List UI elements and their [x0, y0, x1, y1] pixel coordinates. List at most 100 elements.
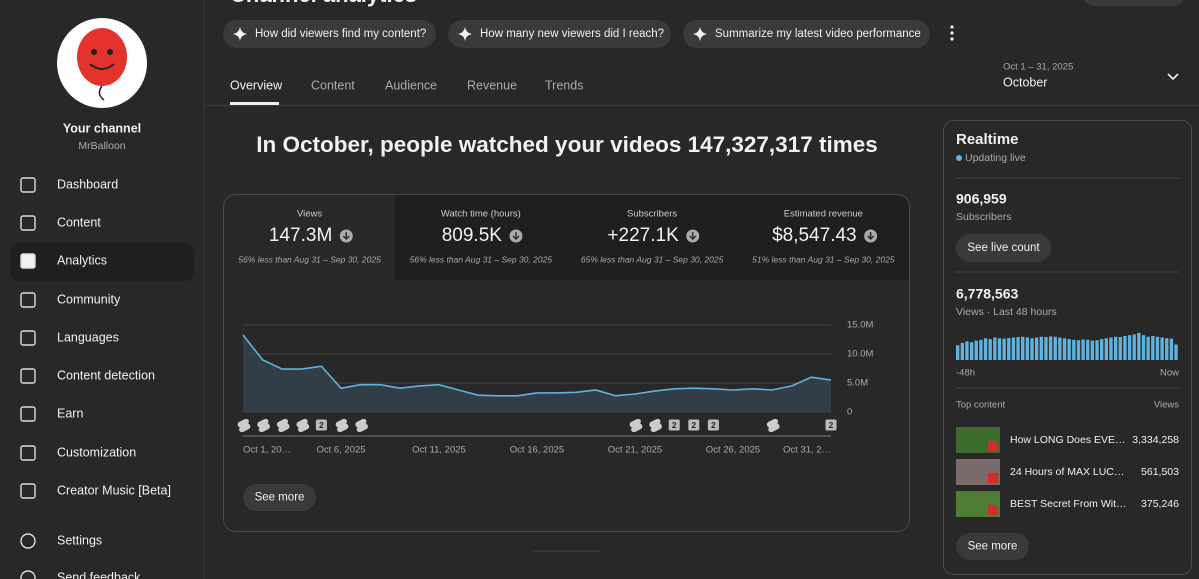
video-badge[interactable] — [825, 419, 837, 431]
bar — [1067, 339, 1071, 360]
realtime-title: Realtime — [956, 131, 1019, 148]
shorts-icon[interactable] — [766, 418, 780, 433]
avatar-smile — [89, 63, 115, 70]
trend-arrow — [512, 232, 520, 240]
thumbnail-badge — [988, 505, 998, 515]
x-tick-label: Oct 31, 2… — [783, 445, 831, 456]
bar — [1141, 335, 1146, 360]
tab[interactable]: Trends — [545, 78, 583, 92]
y-tick-label: 10.0M — [847, 349, 873, 360]
subscriber-label: Subscribers — [956, 211, 1011, 223]
bar — [956, 345, 960, 360]
nav-icon — [20, 406, 36, 422]
bar — [1169, 338, 1174, 360]
nav-icon — [20, 253, 36, 269]
video-title[interactable]: How LONG Does EVE… — [1010, 434, 1126, 446]
realtime-status: Updating live — [965, 152, 1026, 164]
nav-item[interactable]: Earn — [57, 406, 83, 420]
x-tick-label: Oct 16, 2025 — [510, 445, 564, 456]
video-title[interactable]: BEST Secret From Wit… — [1010, 498, 1127, 510]
date-label[interactable]: October — [1003, 75, 1047, 89]
more-dot — [950, 25, 954, 29]
sparkle-icon — [458, 27, 472, 41]
bar — [1053, 336, 1057, 360]
prompt-chip[interactable] — [683, 20, 930, 48]
shorts-icon[interactable] — [355, 418, 368, 433]
nav-item[interactable]: Send feedback — [57, 570, 141, 579]
avatar-balloon — [77, 28, 127, 86]
bar — [1095, 340, 1099, 360]
nav-item[interactable]: Community — [57, 292, 121, 306]
video-badge[interactable] — [315, 419, 327, 431]
trend-arrow — [689, 232, 697, 240]
nav-item[interactable]: Creator Music [Beta] — [57, 483, 171, 497]
top-content-title: Top content — [956, 400, 1005, 411]
tab[interactable]: Overview — [230, 78, 283, 92]
x-tick-label: Oct 11, 2025 — [412, 445, 466, 456]
prompt-chip[interactable] — [223, 20, 436, 48]
x-tick-label: Oct 1, 20… — [243, 445, 291, 456]
bar — [983, 338, 988, 360]
bar — [1086, 339, 1090, 360]
metric-comparison: 56% less than Aug 31 – Sep 30, 2025 — [238, 254, 381, 264]
nav-item[interactable]: Dashboard — [57, 177, 118, 191]
y-tick-label: 0 — [847, 407, 852, 418]
live-count-button[interactable] — [956, 234, 1051, 262]
shorts-icon[interactable] — [237, 418, 251, 433]
video-badge[interactable] — [707, 419, 719, 431]
video-badge[interactable] — [668, 419, 680, 431]
bar — [1058, 337, 1062, 360]
shorts-icon[interactable] — [296, 418, 310, 433]
nav-item[interactable]: Content detection — [57, 368, 155, 382]
bar — [1155, 336, 1160, 360]
metric-tile[interactable] — [395, 195, 567, 280]
bar — [1104, 338, 1109, 360]
prompt-text: How did viewers find my content? — [255, 28, 426, 40]
nav-item[interactable]: Customization — [57, 445, 136, 459]
bar — [1151, 335, 1155, 360]
video-badge[interactable] — [688, 419, 700, 431]
bar — [1137, 332, 1141, 360]
video-badge-count: 2 — [711, 420, 716, 430]
shorts-icon[interactable] — [276, 418, 290, 433]
metric-comparison: 65% less than Aug 31 – Sep 30, 2025 — [581, 254, 724, 264]
see-more-button[interactable] — [956, 533, 1029, 560]
bar — [1007, 337, 1011, 360]
top-button[interactable] — [1082, 0, 1186, 6]
prompt-chip[interactable] — [448, 20, 671, 48]
subscriber-count: 906,959 — [956, 191, 1007, 207]
bar — [1039, 336, 1043, 360]
area — [243, 334, 831, 412]
shorts-icon[interactable] — [335, 418, 349, 433]
shorts-icon[interactable] — [257, 418, 270, 433]
metric-card — [223, 194, 910, 532]
metric-label: Subscribers — [627, 209, 677, 220]
tab[interactable]: Revenue — [467, 78, 517, 92]
nav-item[interactable]: Languages — [57, 330, 119, 344]
metric-value: 809.5K — [442, 225, 503, 246]
metric-tile[interactable] — [224, 195, 396, 280]
nav-item[interactable]: Content — [57, 215, 101, 229]
nav-icon — [20, 445, 36, 461]
x-tick-label: Oct 21, 2025 — [608, 445, 662, 456]
video-title[interactable]: 24 Hours of MAX LUC… — [1010, 466, 1124, 478]
nav-item[interactable]: Settings — [57, 533, 102, 547]
bar — [1123, 335, 1127, 360]
see-more-button[interactable] — [243, 484, 316, 511]
tab[interactable]: Content — [311, 78, 355, 92]
shorts-icon[interactable] — [629, 418, 643, 433]
tab[interactable]: Audience — [385, 78, 437, 92]
nav-icon — [20, 368, 36, 384]
date-range[interactable]: Oct 1 – 31, 2025 — [1003, 62, 1073, 73]
headline: In October, people watched your videos 1… — [256, 132, 878, 157]
nav-item[interactable]: Analytics — [57, 253, 107, 267]
x-tick-label: Oct 26, 2025 — [706, 445, 760, 456]
metric-tile[interactable] — [737, 195, 909, 280]
tab-underline — [230, 102, 279, 105]
metric-tile[interactable] — [566, 195, 738, 280]
see-more-label: See more — [968, 541, 1018, 553]
shorts-icon[interactable] — [649, 418, 662, 433]
bar — [1132, 334, 1136, 360]
bar — [1062, 338, 1067, 360]
